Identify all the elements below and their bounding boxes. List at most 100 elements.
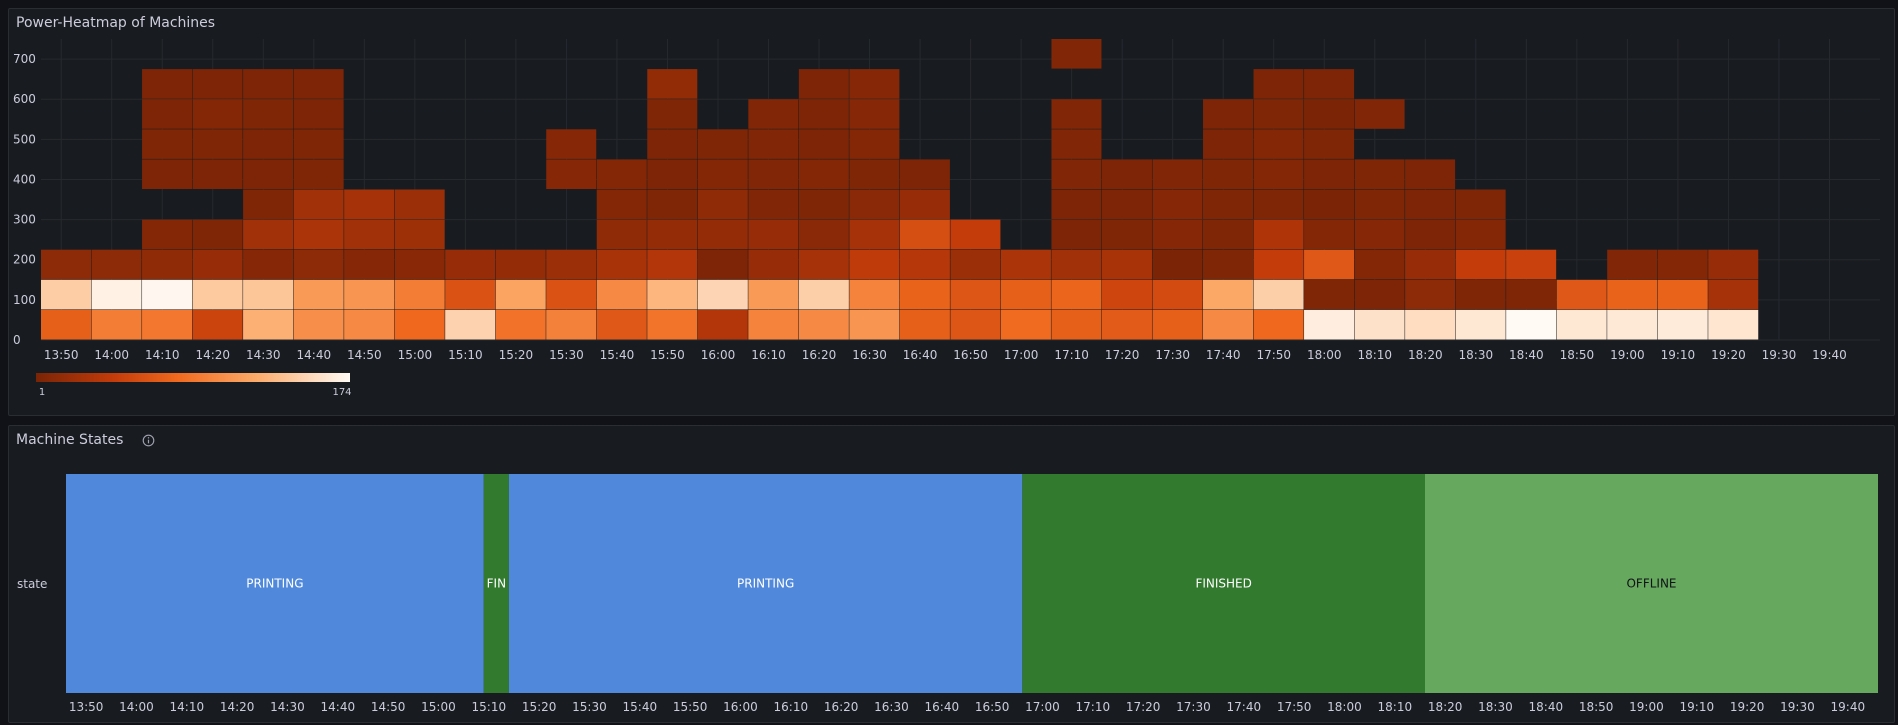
heatmap-cell	[1051, 189, 1102, 220]
heatmap-cell	[798, 249, 849, 280]
heatmap-cell	[1405, 189, 1456, 220]
heatmap-cell	[1506, 279, 1557, 310]
heatmap-cell	[394, 189, 445, 220]
heatmap-cell	[142, 159, 193, 189]
heatmap-cell	[546, 159, 597, 189]
heatmap-cell	[1051, 279, 1102, 310]
x-tick-label: 16:20	[802, 348, 837, 362]
x-tick-label: 15:10	[472, 700, 507, 714]
x-tick-label: 15:20	[522, 700, 557, 714]
heatmap-cell	[142, 309, 193, 340]
heatmap-cell	[1000, 249, 1051, 280]
y-tick-label: 0	[13, 333, 21, 347]
heatmap-cell	[293, 69, 344, 99]
x-tick-label: 14:20	[220, 700, 255, 714]
heatmap-cell	[849, 249, 900, 280]
heatmap-cell	[142, 69, 193, 99]
heatmap-cell	[1304, 249, 1355, 280]
heatmap-cell	[1253, 189, 1304, 220]
heatmap-cell	[647, 249, 698, 280]
x-tick-label: 18:10	[1378, 700, 1413, 714]
x-tick-label: 19:30	[1780, 700, 1815, 714]
heatmap-cell	[849, 159, 900, 189]
heatmap-cell	[748, 159, 799, 189]
heatmap-cell	[1203, 189, 1254, 220]
heatmap-cell	[142, 219, 193, 250]
heatmap-cell	[950, 279, 1001, 310]
x-tick-label: 13:50	[44, 348, 79, 362]
heatmap-cell	[1304, 279, 1355, 310]
x-tick-label: 16:40	[903, 348, 938, 362]
heatmap-cell	[142, 279, 193, 310]
heatmap-cell	[1354, 99, 1405, 129]
heatmap-cell	[647, 99, 698, 129]
state-segment-label: FINISHED	[1195, 577, 1251, 591]
state-segment	[508, 474, 1023, 693]
heatmap-cell	[1101, 159, 1152, 189]
heatmap-cell	[293, 159, 344, 189]
x-tick-label: 14:10	[145, 348, 180, 362]
heatmap-cell	[243, 69, 294, 99]
heatmap-cell	[1556, 309, 1607, 340]
heatmap-cell	[748, 189, 799, 220]
heatmap-cell	[1304, 309, 1355, 340]
heatmap-cell	[849, 129, 900, 159]
x-tick-label: 14:40	[297, 348, 332, 362]
heatmap-cell	[1000, 279, 1051, 310]
legend-max-label: 174	[332, 387, 351, 398]
state-timeline-panel: Machine States state PRINTING FIN PRINTING F…	[8, 425, 1895, 723]
heatmap-cell	[445, 279, 496, 310]
x-tick-label: 14:30	[246, 348, 281, 362]
heatmap-cell	[798, 69, 849, 99]
x-tick-label: 18:30	[1478, 700, 1513, 714]
x-tick-label: 14:20	[195, 348, 230, 362]
panel-title[interactable]: Machine States	[16, 432, 124, 448]
legend-gradient	[36, 373, 350, 382]
heatmap-cell	[697, 189, 748, 220]
heatmap-cell	[1152, 189, 1203, 220]
panel-title[interactable]: Power-Heatmap of Machines	[16, 15, 216, 31]
heatmap-chart[interactable]: 0 100 200 300 400 500 600 700 13:50 14:00 14:10 14:…	[9, 9, 1894, 415]
heatmap-cell	[596, 279, 647, 310]
heatmap-cell	[1304, 159, 1355, 189]
heatmap-cell	[1152, 219, 1203, 250]
heatmap-cell	[495, 309, 546, 340]
heatmap-cell	[1051, 39, 1102, 69]
heatmap-cell	[91, 279, 142, 310]
heatmap-cell	[41, 279, 92, 310]
heatmap-cell	[41, 309, 92, 340]
heatmap-cell	[546, 309, 597, 340]
y-tick-label: 500	[13, 132, 36, 146]
heatmap-cell	[1506, 309, 1557, 340]
x-tick-label: 15:50	[673, 700, 708, 714]
x-tick-label: 18:50	[1560, 348, 1595, 362]
y-tick-label: 100	[13, 293, 36, 307]
heatmap-cell	[1657, 309, 1708, 340]
legend-min-label: 1	[39, 387, 45, 398]
state-segment	[483, 474, 509, 693]
heatmap-cell	[1405, 249, 1456, 280]
heatmap-cell	[748, 129, 799, 159]
heatmap-cell	[1253, 279, 1304, 310]
heatmap-cell	[647, 279, 698, 310]
heatmap-cell	[798, 189, 849, 220]
x-tick-label: 18:30	[1459, 348, 1494, 362]
heatmap-cell	[344, 189, 395, 220]
heatmap-cell	[899, 249, 950, 280]
x-tick-label: 17:40	[1227, 700, 1262, 714]
heatmap-cell	[546, 129, 597, 159]
state-timeline-chart[interactable]: state PRINTING FIN PRINTING FINISHED OFFLINE 1…	[9, 426, 1894, 722]
heatmap-cell	[1101, 219, 1152, 250]
x-tick-label: 14:10	[170, 700, 205, 714]
heatmap-cell	[748, 309, 799, 340]
heatmap-cell	[394, 279, 445, 310]
x-tick-label: 15:00	[421, 700, 456, 714]
heatmap-cell	[1354, 159, 1405, 189]
x-tick-label: 14:00	[94, 348, 129, 362]
x-tick-label: 18:20	[1428, 700, 1463, 714]
info-circle-icon[interactable]	[142, 434, 155, 447]
heatmap-cell	[798, 309, 849, 340]
x-tick-label: 17:00	[1004, 348, 1039, 362]
heatmap-cell	[1354, 249, 1405, 280]
x-tick-label: 14:50	[371, 700, 406, 714]
